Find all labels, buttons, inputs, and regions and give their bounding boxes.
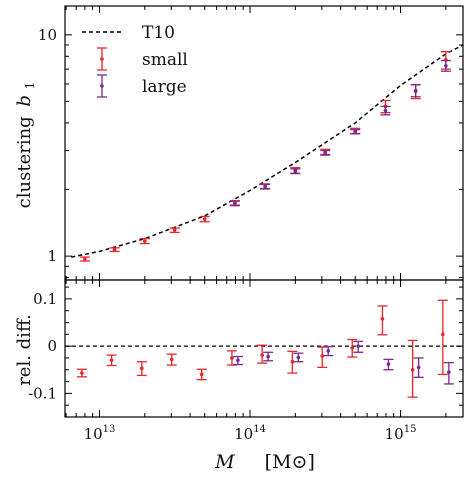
reldiff-small-point xyxy=(230,356,234,360)
reldiff-small-point xyxy=(320,354,325,358)
series-large-point xyxy=(233,201,237,206)
xlabel-unit: [M⊙] xyxy=(265,451,315,473)
series-large-point xyxy=(413,88,418,93)
reldiff-small-point xyxy=(199,372,204,377)
x-tick-exponent: 13 xyxy=(103,424,116,435)
reldiff-small-point xyxy=(169,357,174,362)
x-tick-base: 10 xyxy=(234,425,253,443)
reldiff-large-point xyxy=(266,354,270,359)
xlabel: M [M⊙] xyxy=(214,451,315,473)
xlabel-symbol: M xyxy=(214,451,235,473)
top-ylabel: clustering b 1 xyxy=(14,82,37,209)
reldiff-small-point xyxy=(410,367,415,372)
reldiff-small-point xyxy=(441,332,445,337)
x-tick-label: 1013 xyxy=(84,424,116,443)
x-tick-exponent: 15 xyxy=(404,424,417,435)
series-small-point xyxy=(202,217,207,221)
reldiff-small-point xyxy=(140,366,144,371)
y-tick-label: 1 xyxy=(47,247,57,265)
series-large-point xyxy=(353,129,358,134)
x-tick-base: 10 xyxy=(84,425,103,443)
x-tick-label: 1014 xyxy=(234,424,266,443)
series-small-point xyxy=(143,239,147,243)
legend-label-small: small xyxy=(142,50,188,70)
x-tick-exponent: 14 xyxy=(253,424,266,435)
series-small-point xyxy=(172,228,177,232)
reldiff-large-point xyxy=(447,370,451,374)
series-small-point xyxy=(112,247,117,252)
series-large-point xyxy=(383,108,388,113)
reldiff-large-point xyxy=(386,362,391,366)
reldiff-large-point xyxy=(416,365,421,370)
top-frame xyxy=(64,5,464,281)
series-large-point xyxy=(444,63,448,68)
top-panel: 1 10 T10 small large xyxy=(38,5,464,281)
reldiff-large-point xyxy=(356,344,361,348)
series-large-point xyxy=(323,151,328,155)
x-tick-base: 10 xyxy=(385,425,404,443)
y-tick-label: 0.1 xyxy=(33,290,57,308)
reldiff-large-point xyxy=(326,349,331,353)
top-ylabel-subscript: 1 xyxy=(23,82,37,90)
reldiff-large-point xyxy=(296,355,301,360)
model-curve xyxy=(71,44,464,258)
reldiff-small-point xyxy=(80,371,84,375)
bottom-frame xyxy=(64,279,464,418)
bottom-ylabel: rel. diff. xyxy=(14,314,35,386)
legend-label-large: large xyxy=(142,77,187,97)
reldiff-small-point xyxy=(350,346,355,350)
reldiff-small-point xyxy=(290,359,295,364)
series-large-point xyxy=(263,184,267,189)
reldiff-large-point xyxy=(236,358,240,363)
y-tick-label: -0.1 xyxy=(28,384,57,402)
series-large-point xyxy=(293,169,298,173)
legend-small-point xyxy=(100,57,104,61)
legend-large-point xyxy=(100,84,104,88)
reldiff-small-point xyxy=(260,353,264,357)
reldiff-small-point xyxy=(109,358,114,363)
legend-label-model: T10 xyxy=(142,23,175,43)
series-small-point xyxy=(83,257,87,261)
top-ylabel-text: clustering xyxy=(14,116,35,208)
top-ylabel-symbol: b xyxy=(14,95,35,107)
reldiff-small-point xyxy=(380,316,385,321)
y-tick-label: 0 xyxy=(47,337,57,355)
y-tick-label: 10 xyxy=(38,26,57,44)
x-tick-label: 1015 xyxy=(385,424,417,443)
